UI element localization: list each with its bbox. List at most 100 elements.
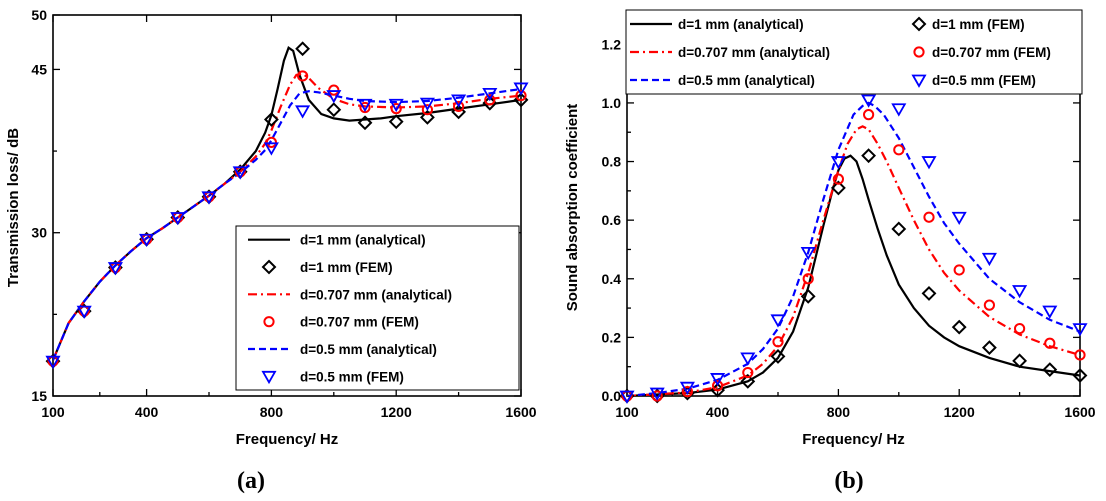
x-axis-title: Frequency/ Hz <box>236 431 339 448</box>
data-point <box>891 221 907 237</box>
y-axis-title: Sound absorption coefficient <box>564 104 581 312</box>
data-point <box>201 191 217 205</box>
data-point <box>451 94 467 108</box>
data-point <box>863 109 875 121</box>
y-tick-label: 45 <box>31 61 47 77</box>
legend-marker-1 <box>911 16 927 32</box>
data-point <box>1012 353 1028 369</box>
legend-marker-3 <box>263 316 275 328</box>
data-point <box>712 380 724 392</box>
data-point <box>893 144 905 156</box>
data-point <box>832 173 845 185</box>
y-tick-label: 0.2 <box>602 329 622 345</box>
data-point <box>1074 349 1086 361</box>
data-point <box>419 109 435 125</box>
legend-marker-5 <box>911 74 927 88</box>
data-point <box>170 212 186 226</box>
data-point <box>513 82 529 96</box>
data-point <box>891 103 907 117</box>
legend-label: d=0.5 mm (analytical) <box>300 342 437 357</box>
data-point <box>800 246 816 261</box>
series-line-4 <box>627 101 1080 396</box>
data-point <box>923 211 935 223</box>
data-point <box>861 148 877 164</box>
data-point <box>1042 362 1058 378</box>
series-line-0 <box>627 154 1080 396</box>
legend-marker-1 <box>261 259 277 275</box>
data-point <box>770 349 786 364</box>
series-line-2 <box>627 125 1080 396</box>
data-point <box>1044 337 1056 349</box>
data-point <box>951 211 967 226</box>
data-point <box>981 252 997 267</box>
data-point <box>740 352 756 366</box>
y-tick-label: 0.4 <box>602 271 622 287</box>
data-point <box>390 103 402 115</box>
x-tick-label: 100 <box>615 404 639 420</box>
data-point <box>419 97 435 111</box>
data-point <box>740 373 756 389</box>
data-point <box>326 102 342 118</box>
data-point <box>139 233 155 248</box>
panel-label: (a) <box>237 468 265 494</box>
y-tick-label: 15 <box>31 388 47 404</box>
legend-box <box>235 225 520 391</box>
x-tick-label: 800 <box>827 404 851 420</box>
panel-label: (b) <box>834 468 863 494</box>
data-point <box>357 98 373 113</box>
y-tick-label: 0.6 <box>602 212 622 228</box>
data-point <box>421 104 433 116</box>
data-point <box>1042 305 1058 319</box>
series-markers-3 <box>621 109 1086 402</box>
data-point <box>1072 323 1088 337</box>
y-tick-label: 0.8 <box>602 154 622 170</box>
series-markers-5 <box>619 94 1088 404</box>
legend-label: d=0.707 mm (FEM) <box>300 315 419 330</box>
legend-label: d=0.707 mm (analytical) <box>678 45 830 60</box>
data-point <box>263 112 279 127</box>
data-point <box>830 156 846 170</box>
data-point <box>681 386 694 398</box>
data-point <box>649 387 665 401</box>
legend-label: d=1 mm (analytical) <box>300 233 426 248</box>
legend: d=1 mm (analytical) d=1 mm (FEM) d=0.707 m… <box>625 9 1083 95</box>
legend-label: d=0.5 mm (FEM) <box>300 369 404 384</box>
data-point <box>1014 322 1026 335</box>
data-point <box>953 264 965 276</box>
x-tick-label: 1600 <box>505 404 536 420</box>
data-point <box>76 305 92 319</box>
legend-label: d=1 mm (FEM) <box>300 260 393 275</box>
data-point <box>263 142 279 156</box>
data-point <box>983 299 996 311</box>
series-layer <box>53 45 521 361</box>
x-tick-label: 1200 <box>381 404 412 420</box>
data-point <box>861 94 877 108</box>
data-point <box>679 381 695 396</box>
data-point <box>484 94 496 106</box>
y-tick-label: 0.0 <box>602 388 622 404</box>
legend-label: d=1 mm (analytical) <box>678 17 804 32</box>
series-layer <box>627 101 1080 396</box>
data-point <box>710 373 726 387</box>
x-tick-label: 100 <box>41 404 65 420</box>
y-tick-label: 30 <box>31 225 47 241</box>
series-markers-5 <box>45 82 529 369</box>
data-point <box>265 136 277 148</box>
data-point <box>921 286 937 301</box>
legend-label: d=0.5 mm (analytical) <box>678 73 815 88</box>
data-point <box>388 98 404 113</box>
data-point <box>359 101 371 114</box>
x-tick-label: 1600 <box>1064 404 1095 420</box>
x-tick-label: 400 <box>135 404 159 420</box>
plot-frame <box>52 14 522 397</box>
data-point <box>802 273 814 285</box>
data-point <box>45 355 61 369</box>
legend-label: d=0.707 mm (analytical) <box>300 287 452 302</box>
x-tick-label: 800 <box>260 404 284 420</box>
data-point <box>1012 285 1028 299</box>
data-point <box>295 41 311 57</box>
y-tick-label: 1.0 <box>602 95 622 111</box>
y-tick-label: 50 <box>31 7 47 23</box>
data-point <box>297 70 309 82</box>
data-point <box>388 114 404 130</box>
